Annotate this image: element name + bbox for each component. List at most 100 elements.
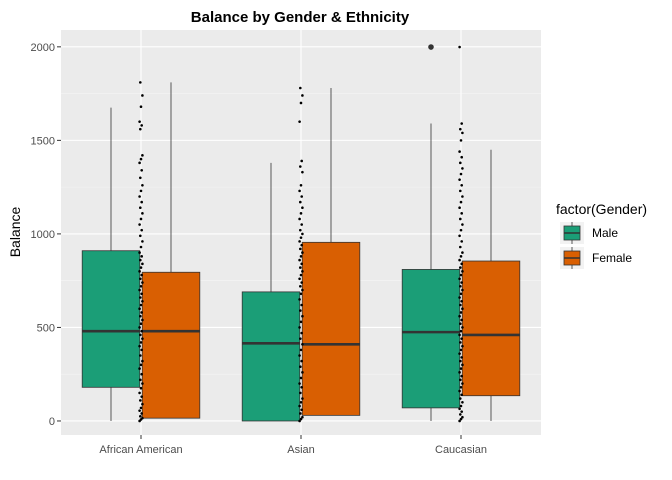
jitter-point [139, 217, 143, 221]
jitter-point [140, 412, 143, 415]
jitter-point [459, 413, 462, 416]
jitter-point [301, 314, 304, 318]
jitter-point [461, 131, 464, 135]
jitter-point [299, 412, 302, 415]
jitter-point [299, 212, 303, 215]
outlier-point [428, 44, 434, 50]
jitter-point [459, 139, 463, 142]
jitter-point [460, 183, 464, 187]
jitter-point [299, 348, 303, 352]
jitter-point [141, 337, 144, 340]
jitter-point [459, 255, 463, 258]
jitter-point [299, 101, 303, 105]
jitter-point [461, 382, 464, 385]
jitter-point [138, 367, 141, 370]
jitter-point [139, 81, 142, 84]
box-male [81, 250, 141, 388]
jitter-point [140, 292, 143, 296]
jitter-point [141, 212, 144, 215]
jitter-point [460, 337, 464, 340]
jitter-point [299, 376, 303, 380]
jitter-point [460, 240, 464, 243]
jitter-point [459, 329, 463, 333]
jitter-point [459, 311, 463, 314]
jitter-point [298, 404, 301, 408]
jitter-point [458, 333, 461, 337]
box-female [141, 271, 201, 419]
jitter-point [459, 367, 463, 370]
legend: factor(Gender) Male Female [556, 201, 647, 269]
box-female [461, 260, 521, 397]
jitter-point [458, 419, 461, 423]
jitter-point [138, 391, 141, 395]
jitter-point [139, 234, 142, 238]
jitter-point [139, 378, 142, 382]
jitter-point [141, 359, 144, 363]
jitter-point [141, 281, 144, 284]
jitter-point [301, 288, 304, 292]
jitter-point [140, 273, 143, 277]
jitter-point [459, 322, 462, 325]
jitter-point [139, 363, 143, 367]
jitter-point [461, 415, 464, 419]
jitter-point [299, 391, 302, 395]
jitter-point [299, 266, 302, 269]
jitter-point [301, 232, 304, 236]
jitter-point [459, 404, 463, 408]
jitter-point [301, 251, 304, 254]
jitter-point [140, 255, 143, 258]
jitter-point [138, 270, 141, 273]
jitter-point [461, 307, 464, 311]
jitter-point [141, 299, 144, 303]
jitter-point [461, 326, 464, 329]
jitter-point [460, 122, 464, 125]
jitter-point [299, 400, 303, 404]
legend-label: Male [592, 226, 618, 240]
jitter-point [460, 356, 464, 359]
jitter-point [139, 341, 143, 344]
jitter-point [298, 240, 301, 243]
legend-label: Female [592, 251, 632, 265]
jitter-point [299, 365, 302, 369]
jitter-point [139, 414, 142, 418]
jitter-point [141, 402, 144, 406]
jitter-point [461, 270, 464, 273]
jitter-point [458, 178, 461, 181]
jitter-point [298, 382, 301, 385]
jitter-point [461, 251, 464, 254]
jitter-point [458, 389, 461, 393]
jitter-point [459, 127, 462, 131]
jitter-point [458, 150, 461, 153]
legend-item-female: Female [560, 247, 632, 269]
y-axis-title: Balance [7, 206, 23, 257]
jitter-point [460, 281, 464, 284]
jitter-point [299, 228, 302, 232]
jitter-point [301, 415, 304, 419]
jitter-point [300, 331, 304, 335]
jitter-point [299, 165, 302, 168]
jitter-point [459, 284, 462, 288]
jitter-point [141, 416, 144, 420]
jitter-point [141, 154, 144, 157]
jitter-point [139, 296, 142, 299]
jitter-point [300, 385, 304, 389]
jitter-point [459, 266, 462, 269]
jitter-point [459, 303, 462, 307]
jitter-point [138, 120, 141, 123]
x-tick-label: Asian [287, 444, 315, 456]
jitter-point [461, 400, 464, 404]
jitter-point [141, 382, 144, 385]
jitter-point [139, 266, 143, 269]
jitter-point [139, 245, 143, 249]
jitter-point [140, 329, 143, 333]
jitter-point [140, 348, 143, 352]
jitter-point [459, 385, 463, 389]
jitter-point [459, 228, 463, 232]
jitter-point [301, 206, 304, 210]
jitter-point [300, 223, 304, 226]
jitter-point [299, 247, 302, 251]
jitter-point [138, 161, 141, 165]
jitter-point [298, 326, 301, 329]
jitter-point [138, 288, 141, 292]
